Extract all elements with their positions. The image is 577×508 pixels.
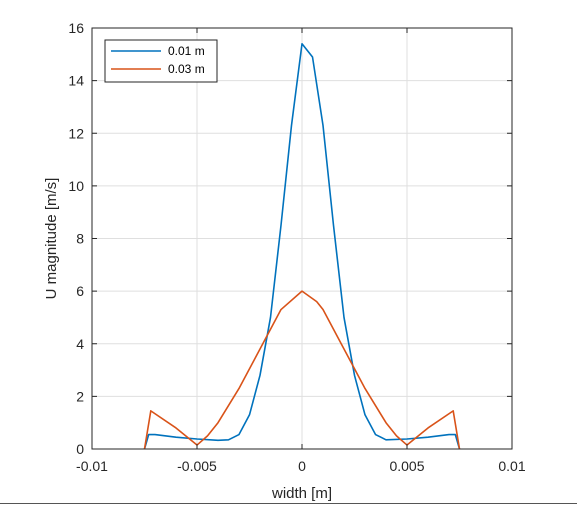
y-tick-label: 8 <box>76 231 84 247</box>
axes <box>91 27 513 450</box>
x-tick-label: 0 <box>298 458 306 474</box>
y-tick-label: 16 <box>68 20 84 36</box>
y-tick-label: 6 <box>76 283 84 299</box>
y-tick-label: 4 <box>76 336 84 352</box>
legend: 0.01 m 0.03 m <box>104 39 218 83</box>
x-tick-label: -0.005 <box>177 458 217 474</box>
window-bottom-border <box>0 503 577 504</box>
legend-box <box>104 39 218 83</box>
series-layer <box>143 42 461 450</box>
y-tick-label: 14 <box>68 73 84 89</box>
x-tick-label: -0.01 <box>76 458 108 474</box>
y-tick-label: 12 <box>68 125 84 141</box>
legend-entry-1: 0.01 m <box>168 44 205 58</box>
y-tick-label: 2 <box>76 388 84 404</box>
y-tick-label: 10 <box>68 178 84 194</box>
tick-labels: -0.01 -0.005 0 0.005 0.01 0 2 4 6 8 10 12 14 16 <box>68 20 525 474</box>
x-axis-label: width [m] <box>271 485 332 502</box>
series-line-2 <box>143 290 461 450</box>
y-tick-label: 0 <box>76 441 84 457</box>
legend-entry-2: 0.03 m <box>168 62 205 76</box>
grid-lines <box>92 28 512 449</box>
x-tick-label: 0.01 <box>498 458 525 474</box>
x-tick-label: 0.005 <box>389 458 424 474</box>
y-axis-label: U magnitude [m/s] <box>43 178 60 300</box>
